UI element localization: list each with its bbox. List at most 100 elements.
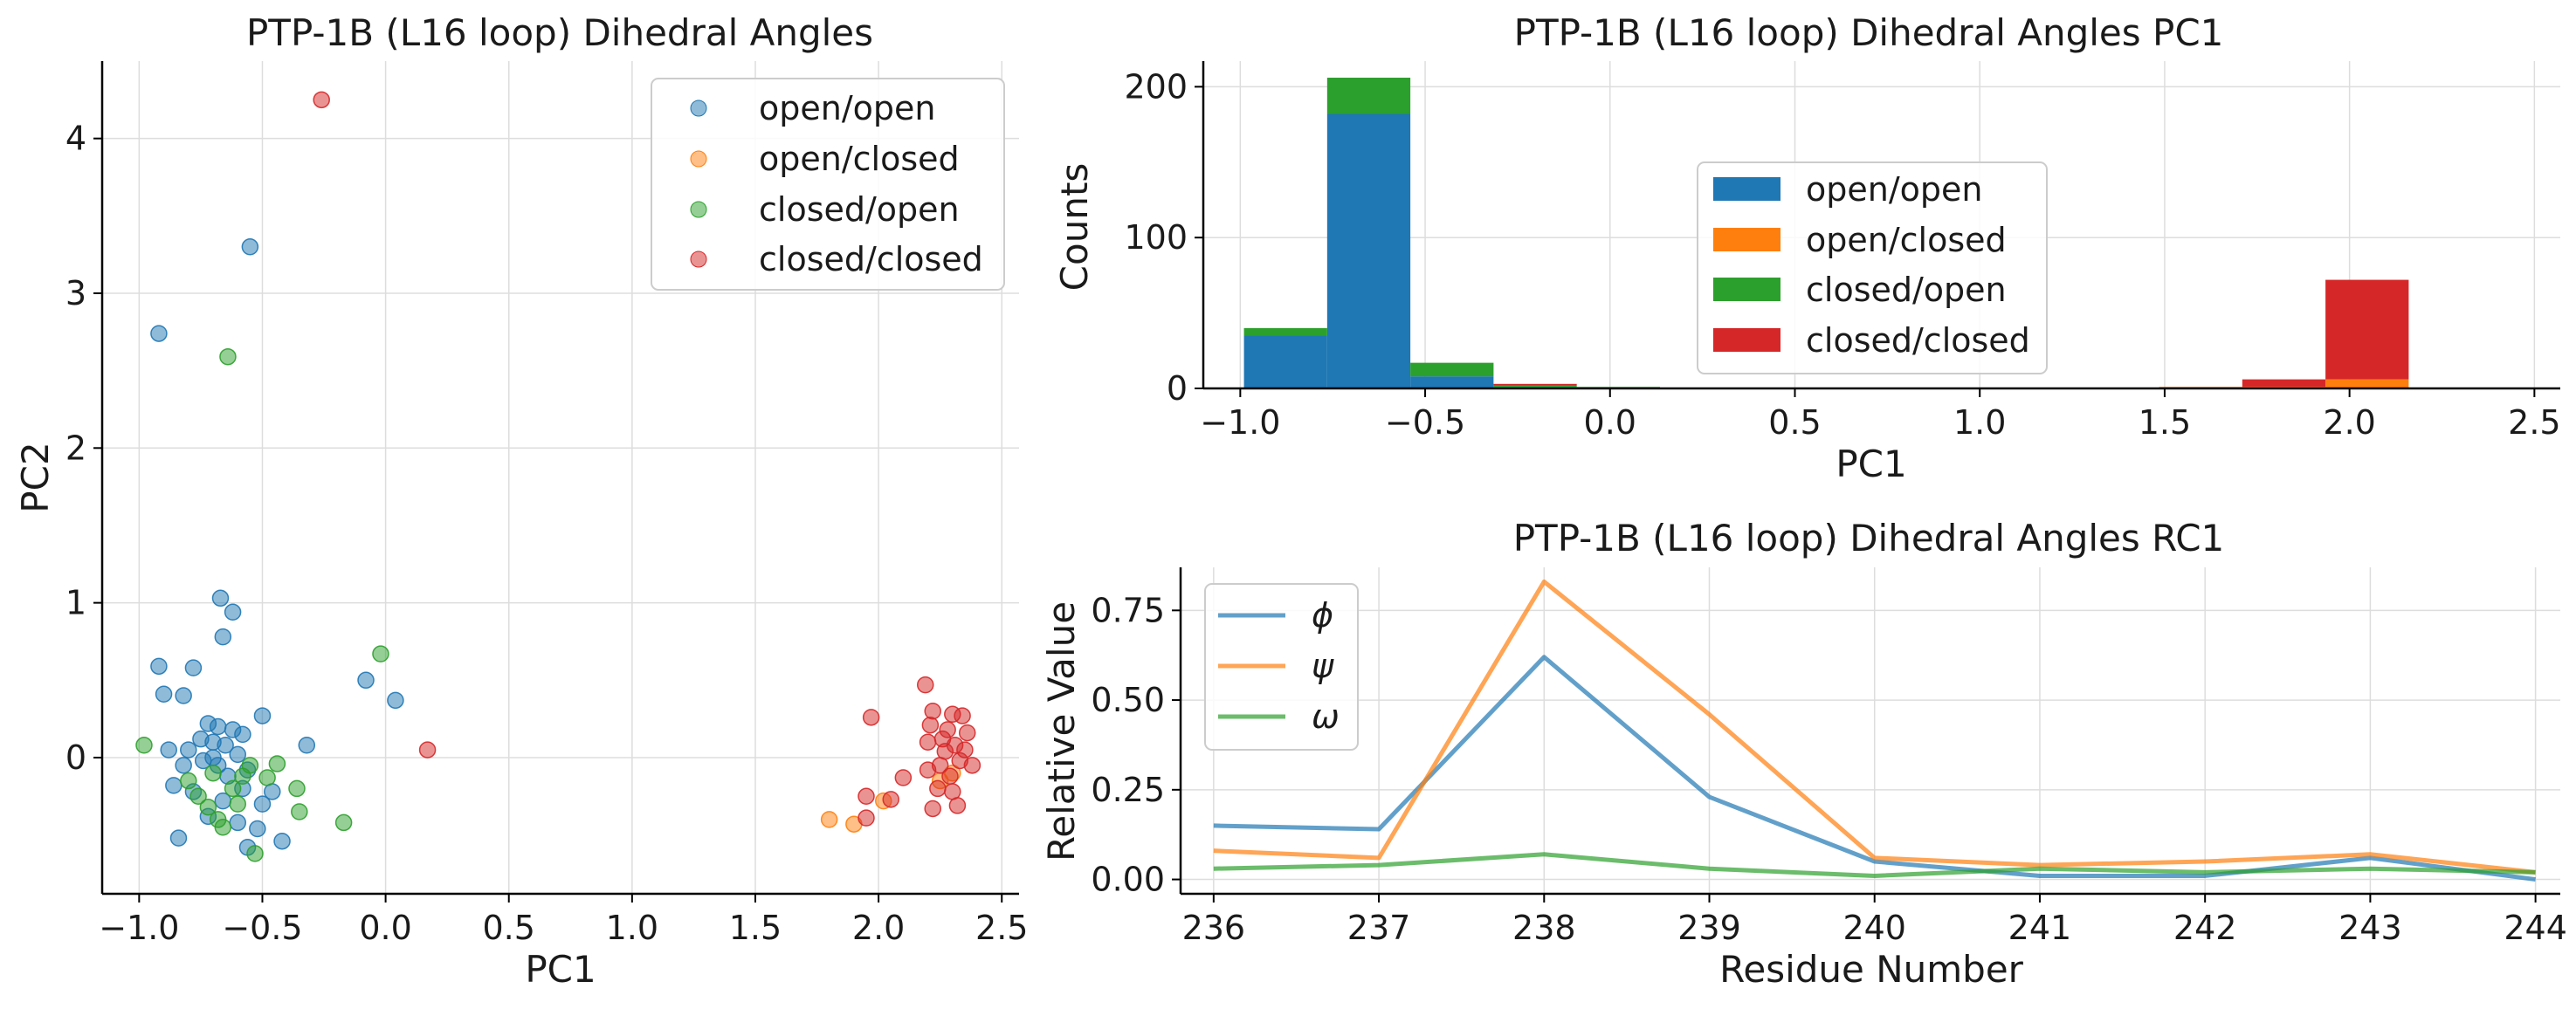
histogram-x-tick-label: 2.5 — [2508, 403, 2560, 442]
scatter-point — [211, 589, 230, 607]
scatter-legend: open/open open/closed closed/open closed… — [651, 78, 1005, 291]
scatter-y-tick-label: 0 — [65, 738, 86, 777]
histogram-x-tick-label: 2.0 — [2323, 403, 2375, 442]
scatter-legend-frame — [651, 78, 1005, 291]
scatter-point — [357, 671, 375, 690]
histogram-bar — [2325, 279, 2409, 380]
histogram-y-tick-label: 200 — [1124, 67, 1188, 106]
histogram-x-label: PC1 — [1836, 443, 1906, 485]
line-y-tick-label: 0.75 — [1091, 591, 1165, 629]
scatter-point — [199, 798, 217, 816]
histogram-x-tick-label: −0.5 — [1385, 403, 1465, 442]
scatter-point — [291, 803, 308, 820]
scatter-point — [160, 741, 177, 758]
legend-patch-closed-open — [1713, 278, 1780, 301]
scatter-point — [169, 829, 188, 847]
histogram-bar — [1410, 376, 1494, 388]
scatter-point — [919, 733, 937, 751]
scatter-y-tick-label: 1 — [65, 584, 86, 622]
scatter-point — [229, 745, 246, 764]
scatter-x-tick-label: −1.0 — [99, 909, 179, 947]
legend-patch-open-open — [1713, 177, 1780, 201]
scatter-point — [862, 709, 880, 726]
histogram-legend-frame — [1697, 161, 2048, 374]
histogram-x-ticks: −1.0 −0.5 0.0 0.5 1.0 1.5 2.0 2.5 — [1200, 388, 2561, 442]
scatter-point — [253, 707, 272, 724]
histogram-y-label: Counts — [1053, 163, 1096, 292]
scatter-point — [165, 777, 183, 794]
line-x-tick-label: 236 — [1182, 909, 1246, 947]
line-series-path — [1213, 655, 2536, 882]
histogram-x-tick-label: −1.0 — [1200, 403, 1280, 442]
scatter-point — [204, 764, 222, 782]
scatter-point — [219, 347, 237, 366]
scatter-y-tick-label: 2 — [65, 429, 86, 467]
scatter-x-tick-label: 2.5 — [975, 909, 1028, 947]
scatter-x-ticks: −1.0 −0.5 0.0 0.5 1.0 1.5 2.0 2.5 — [99, 894, 1028, 947]
scatter-point — [418, 741, 437, 758]
scatter-point — [268, 755, 286, 772]
scatter-point — [155, 685, 173, 704]
histogram-bar — [1243, 335, 1327, 388]
scatter-point — [313, 91, 330, 109]
line-series-path — [1213, 579, 2536, 875]
histogram-bar — [1326, 113, 1411, 388]
histogram-y-ticks: 0 100 200 — [1124, 67, 1203, 408]
line-legend: ϕ ψ ω — [1204, 583, 1359, 751]
legend-label-phi: ϕ — [1312, 596, 1333, 635]
scatter-y-ticks: 0 1 2 3 4 — [65, 120, 102, 777]
histogram-x-tick-label: 0.5 — [1768, 403, 1821, 442]
scatter-point — [180, 741, 197, 758]
legend-label-omega: ω — [1312, 697, 1340, 736]
line-series-path — [1213, 852, 2536, 878]
scatter-point — [924, 800, 941, 818]
scatter-point — [946, 737, 964, 754]
legend-label-closed-closed: closed/closed — [1806, 321, 2030, 360]
scatter-point — [209, 717, 227, 736]
legend-label-closed-open: closed/open — [759, 190, 960, 229]
scatter-point — [931, 757, 949, 774]
scatter-point — [387, 691, 404, 710]
legend-label-open-closed: open/closed — [1806, 221, 2007, 259]
scatter-point — [924, 703, 941, 720]
legend-patch-closed-closed — [1713, 328, 1780, 352]
histogram-panel: PTP-1B (L16 loop) Dihedral Angles PC1 −1… — [1053, 11, 2561, 485]
histogram-y-tick-label: 100 — [1124, 218, 1188, 257]
scatter-point — [298, 737, 316, 754]
legend-label-open-closed: open/closed — [759, 140, 960, 178]
histogram-bar — [1326, 78, 1411, 114]
scatter-x-label: PC1 — [525, 948, 596, 991]
scatter-panel: PTP-1B (L16 loop) Dihedral Angles −1.0 −0… — [14, 11, 1028, 991]
legend-label-open-open: open/open — [1806, 170, 1982, 209]
scatter-point — [334, 813, 353, 832]
line-y-label: Relative Value — [1040, 601, 1083, 861]
legend-marker-open-closed — [690, 150, 707, 168]
scatter-point — [921, 716, 940, 734]
legend-label-psi: ψ — [1312, 647, 1334, 685]
scatter-point — [273, 832, 291, 850]
histogram-y-tick-label: 0 — [1167, 369, 1188, 408]
histogram-bar — [1410, 362, 1494, 377]
legend-patch-open-closed — [1713, 228, 1780, 251]
line-grid — [1181, 567, 2560, 894]
line-y-ticks: 0.00 0.25 0.50 0.75 — [1091, 591, 1181, 899]
scatter-point — [241, 238, 259, 256]
legend-label-closed-closed: closed/closed — [759, 240, 983, 278]
scatter-point — [246, 845, 264, 862]
line-x-tick-label: 243 — [2338, 909, 2402, 947]
histogram-bar — [1493, 385, 1577, 388]
scatter-point — [249, 820, 266, 838]
legend-label-closed-open: closed/open — [1806, 271, 2007, 309]
scatter-point — [963, 757, 981, 774]
scatter-point — [372, 645, 389, 662]
line-y-tick-label: 0.00 — [1091, 861, 1165, 899]
scatter-point — [224, 603, 242, 621]
scatter-points — [135, 91, 981, 862]
scatter-point — [217, 737, 234, 754]
scatter-point — [229, 813, 246, 832]
line-x-tick-label: 239 — [1677, 909, 1741, 947]
line-panel: PTP-1B (L16 loop) Dihedral Angles RC1 23… — [1040, 517, 2567, 991]
scatter-point — [229, 795, 246, 813]
scatter-point — [135, 737, 153, 754]
